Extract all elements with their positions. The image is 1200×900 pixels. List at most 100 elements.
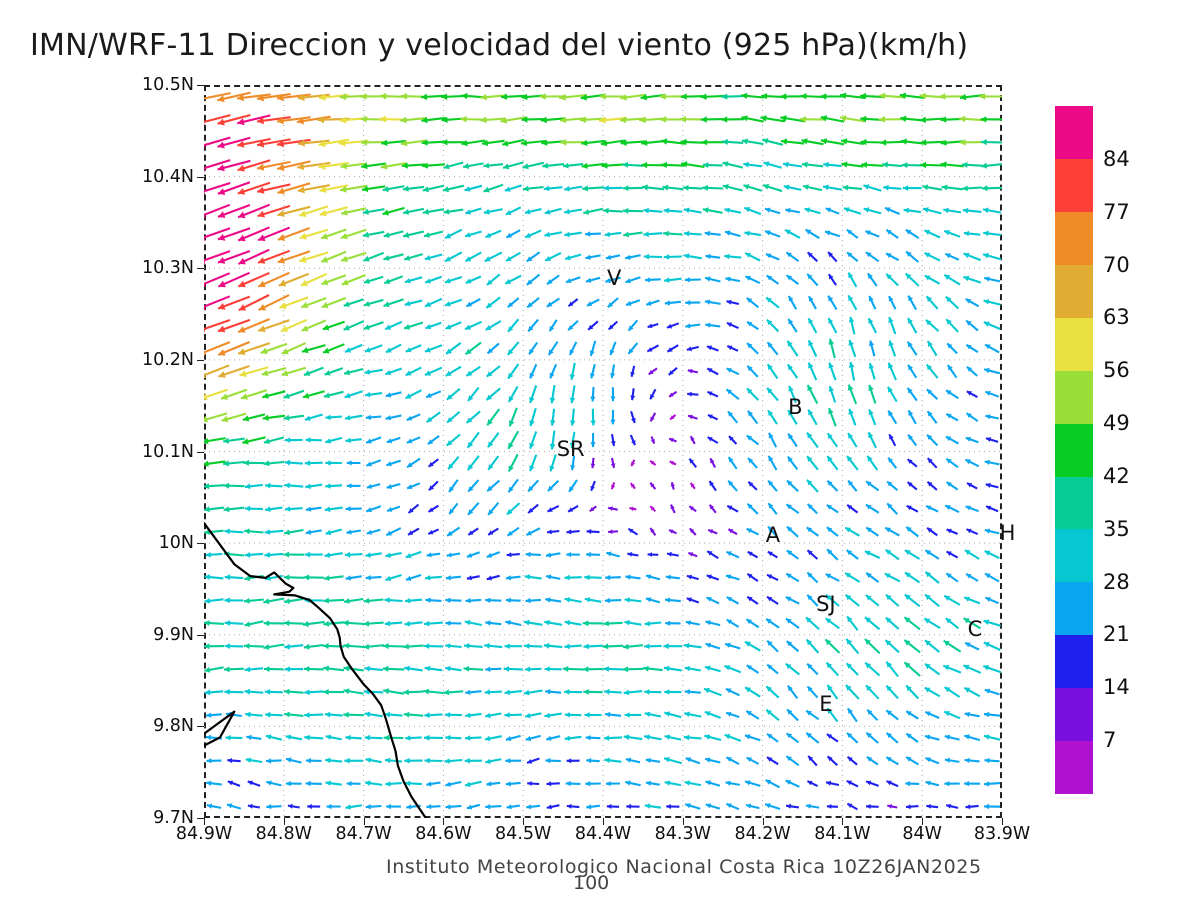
wind-arrow (428, 480, 439, 492)
wind-arrow (825, 661, 840, 677)
wind-arrow (223, 666, 244, 673)
wind-arrow (504, 689, 522, 696)
colorbar-band (1055, 528, 1093, 583)
wind-arrow (745, 710, 760, 720)
wind-arrow (981, 185, 1002, 192)
wind-arrow (820, 115, 845, 123)
wind-arrow (925, 319, 940, 332)
wind-arrow (445, 665, 462, 672)
wind-arrow (300, 297, 327, 309)
wind-arrow (807, 755, 818, 767)
wind-arrow (400, 116, 427, 124)
wind-arrow (959, 139, 985, 146)
wind-arrow (319, 184, 349, 193)
wind-arrow (507, 385, 519, 403)
wind-arrow (726, 299, 740, 306)
wind-arrow (244, 552, 264, 558)
y-axis-tick-label: 10.4N (141, 166, 194, 187)
wind-arrow (425, 575, 442, 581)
wind-arrow (721, 93, 744, 100)
wind-arrow (504, 184, 522, 192)
wind-arrow (224, 528, 244, 535)
wind-arrow (485, 620, 502, 626)
wind-arrow (223, 460, 245, 467)
wind-arrow (964, 549, 980, 560)
wind-arrow (446, 526, 461, 537)
wind-arrow (924, 549, 940, 560)
wind-arrow (385, 343, 402, 354)
wind-arrow (501, 138, 525, 147)
wind-arrow (627, 552, 639, 557)
wind-arrow (446, 387, 461, 401)
wind-arrow (964, 641, 980, 651)
wind-arrow (904, 549, 921, 560)
wind-arrow (686, 574, 699, 581)
wind-arrow (885, 756, 899, 766)
wind-arrow (767, 550, 778, 559)
wind-arrow (323, 575, 344, 581)
wind-arrow (985, 505, 999, 513)
wind-arrow (866, 708, 879, 721)
wind-arrow (386, 436, 401, 444)
wind-arrow (906, 341, 918, 356)
wind-arrow (846, 707, 858, 723)
wind-arrow (442, 184, 465, 193)
wind-arrow (767, 479, 778, 492)
wind-arrow (826, 504, 839, 514)
x-axis-tick-label: 84.2W (734, 824, 791, 844)
wind-arrow (684, 689, 701, 695)
wind-arrow (563, 185, 583, 192)
wind-arrow (224, 620, 244, 626)
wind-arrow (670, 504, 676, 514)
wind-arrow (564, 643, 582, 650)
wind-arrow (424, 275, 442, 284)
wind-arrow (943, 274, 961, 286)
wind-arrow (582, 620, 604, 627)
wind-arrow (725, 711, 740, 718)
wind-arrow (204, 437, 226, 445)
wind-arrow (664, 597, 681, 603)
wind-arrow (847, 271, 858, 288)
wind-arrow (363, 298, 384, 307)
wind-arrow (706, 345, 719, 352)
colorbar-band (1055, 740, 1093, 794)
wind-arrow (486, 551, 501, 558)
wind-arrow (204, 483, 225, 490)
y-axis-tick-mark (197, 818, 204, 819)
wind-arrow (585, 735, 601, 741)
wind-arrow (206, 758, 222, 764)
wind-arrow (346, 529, 361, 535)
wind-arrow (545, 552, 561, 558)
wind-arrow (806, 503, 818, 515)
wind-arrow (325, 757, 343, 764)
wind-arrow (505, 597, 521, 603)
wind-arrow (383, 734, 404, 741)
wind-arrow (630, 410, 636, 424)
wind-arrow (983, 276, 1001, 283)
wind-arrow (564, 735, 582, 741)
wind-arrow (983, 711, 1001, 718)
wind-arrow (487, 455, 500, 471)
wind-arrow (237, 159, 271, 172)
wind-arrow (402, 207, 425, 215)
wind-arrow (685, 323, 701, 329)
wind-arrow (323, 597, 345, 604)
wind-arrow (801, 161, 824, 168)
wind-arrow (365, 757, 382, 764)
wind-arrow (944, 252, 960, 261)
wind-arrow (224, 574, 244, 581)
wind-arrow (965, 572, 979, 582)
wind-arrow (283, 688, 304, 695)
wind-arrow (945, 318, 959, 333)
wind-arrow (562, 665, 584, 672)
colorbar-band (1055, 581, 1093, 636)
wind-arrow (204, 574, 224, 580)
wind-arrow (787, 409, 798, 425)
wind-arrow (806, 780, 819, 788)
wind-arrow (726, 618, 740, 628)
wind-arrow (487, 502, 500, 516)
wind-arrow (625, 276, 641, 284)
wind-arrow (610, 434, 616, 447)
wind-arrow (445, 620, 462, 626)
wind-arrow (820, 138, 845, 146)
